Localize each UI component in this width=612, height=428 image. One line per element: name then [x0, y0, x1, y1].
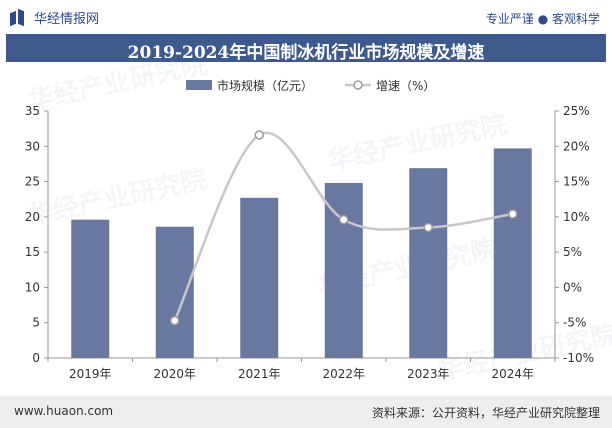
y-left-tick-label: 5: [32, 316, 40, 330]
footer-url: www.huaon.com: [14, 404, 114, 418]
growth-point: [254, 130, 264, 140]
growth-line-path: [173, 131, 513, 322]
growth-point: [170, 315, 180, 326]
x-tick-label: 2019年: [69, 367, 112, 381]
y-right-tick-label: 20%: [563, 139, 590, 153]
growth-point: [339, 214, 349, 225]
title-bar: 2019-2024年中国制冰机行业市场规模及增速: [6, 34, 606, 63]
bars: [71, 148, 532, 358]
legend-bar-swatch: [186, 80, 212, 90]
legend-line-marker: [353, 80, 363, 90]
bar-2019年: [71, 219, 110, 358]
y-left-tick-label: 25: [25, 175, 40, 189]
y-left-tick-label: 15: [25, 245, 40, 259]
growth-point: [423, 222, 433, 233]
y-right-tick-label: -10%: [563, 351, 594, 365]
legend-bar-label: 市场规模（亿元）: [217, 78, 313, 93]
brand-name: 华经情报网: [34, 12, 100, 27]
brand: 华经情报网: [10, 8, 99, 27]
bar-2020年: [155, 226, 194, 358]
bar-2021年: [240, 197, 279, 358]
y-right-tick-label: -5%: [563, 316, 586, 330]
bar-2022年: [324, 182, 363, 358]
legend-line-label: 增速（%）: [376, 79, 435, 93]
watermark: 华经产业研究院: [25, 49, 209, 117]
footer: www.huaon.com 资料来源：公开资料，华经产业研究院整理: [0, 396, 612, 428]
x-tick-label: 2020年: [153, 367, 196, 381]
y-left-tick-label: 30: [25, 139, 40, 153]
x-tick-label: 2023年: [407, 367, 450, 381]
y-left-tick-label: 20: [25, 210, 40, 224]
bar-2023年: [409, 168, 448, 358]
y-left-tick-label: 35: [25, 104, 40, 118]
footer-source: 资料来源：公开资料，华经产业研究院整理: [371, 406, 600, 420]
watermark: 华经产业研究院: [325, 109, 509, 177]
y-left-tick-label: 0: [32, 351, 40, 365]
growth-line: [170, 130, 518, 326]
y-right-tick-label: 5%: [563, 245, 582, 259]
y-right-tick-label: 0%: [563, 280, 582, 294]
watermark: 华经产业研究院: [25, 164, 209, 232]
growth-point: [508, 209, 518, 219]
bar-2024年: [493, 148, 532, 358]
x-tick-label: 2024年: [491, 367, 534, 381]
y-right-tick-label: 25%: [563, 104, 590, 118]
y-left-tick-label: 10: [25, 280, 40, 294]
tagline: 专业严谨 ● 客观科学: [485, 12, 600, 26]
legend: 市场规模（亿元） 增速（%）: [186, 78, 435, 93]
y-right-tick-label: 15%: [563, 175, 590, 189]
x-tick-label: 2021年: [238, 367, 281, 381]
header: 华经情报网 专业严谨 ● 客观科学: [0, 0, 612, 34]
axes: 0 5 10 15 20 25 30 35 -10% -5% 0% 5% 10% 15% 20% 25% 201…: [25, 104, 594, 381]
y-right-tick-label: 10%: [563, 210, 590, 224]
x-tick-label: 2022年: [322, 367, 365, 381]
chart-title: 2019-2024年中国制冰机行业市场规模及增速: [127, 43, 485, 63]
